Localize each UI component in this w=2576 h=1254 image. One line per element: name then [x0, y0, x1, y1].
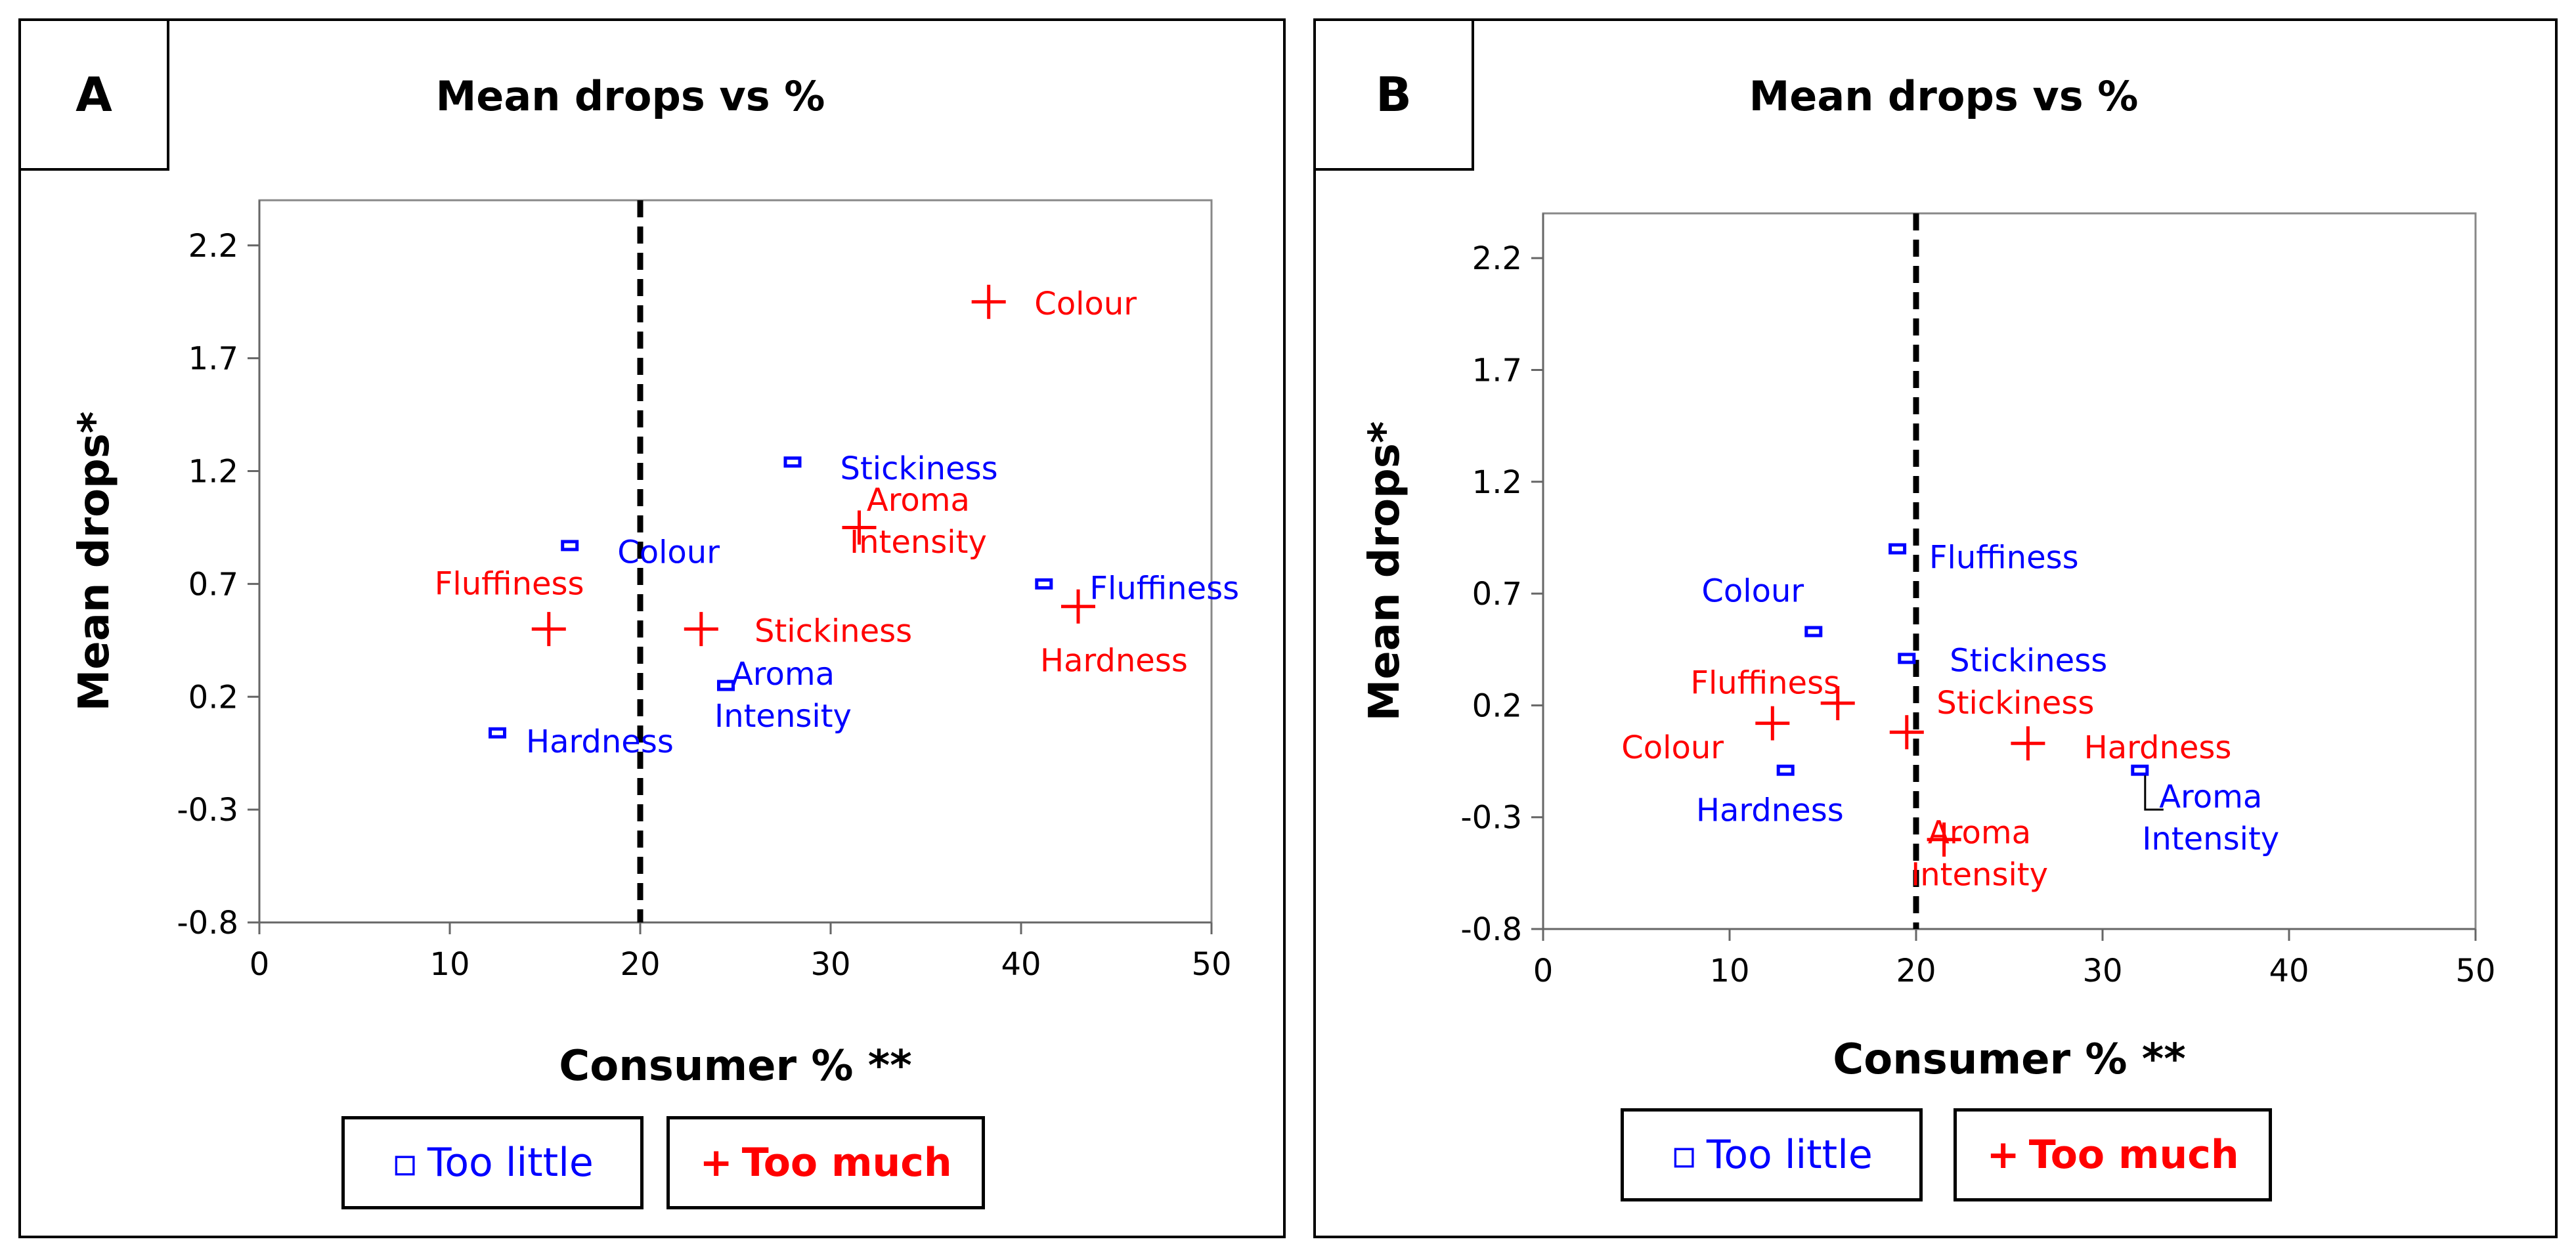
point-label: Colour	[1701, 573, 1804, 610]
point-label: Hardness	[2084, 729, 2232, 766]
point-label: Hardness	[1040, 642, 1188, 679]
y-tick-label: -0.8	[177, 905, 238, 941]
point-too-little	[561, 540, 579, 551]
point-too-little	[1035, 578, 1053, 590]
panel-b-letter: B	[1313, 18, 1474, 171]
legend-b-too-much: + Too much	[1954, 1108, 2272, 1201]
x-tick-label: 40	[1001, 946, 1041, 983]
point-too-little	[1898, 653, 1916, 664]
legend-label: Too much	[741, 1140, 952, 1186]
y-tick-label: 1.7	[1472, 352, 1522, 389]
point-label: Colour	[1621, 729, 1724, 766]
x-tick-label: 0	[1533, 953, 1554, 989]
y-tick-label: 0.7	[188, 566, 238, 603]
legend-label: Too little	[1706, 1132, 1873, 1178]
point-label: Aroma Intensity	[2142, 779, 2279, 857]
x-tick-label: 20	[1896, 953, 1936, 989]
point-too-little	[1776, 764, 1795, 776]
x-tick-label: 10	[1709, 953, 1749, 989]
panel-a-letter: A	[18, 18, 169, 171]
x-axis-label: Consumer % **	[1833, 1035, 2185, 1084]
point-too-little	[489, 727, 506, 739]
y-tick-label: 0.7	[1472, 576, 1522, 613]
point-too-little	[1888, 543, 1907, 555]
y-axis-label: Mean drops*	[70, 412, 119, 712]
legend-label: Too much	[2028, 1132, 2239, 1178]
y-tick-label: -0.3	[1460, 800, 1522, 836]
panel-a	[18, 18, 1286, 1238]
point-label: Colour	[1034, 286, 1137, 322]
legend-a-too-much: + Too much	[666, 1116, 985, 1209]
x-tick-label: 40	[2269, 953, 2309, 989]
x-tick-label: 20	[620, 946, 660, 983]
point-label: Fluffiness	[1690, 664, 1840, 701]
x-tick-label: 10	[429, 946, 469, 983]
legend-b-too-little: ▫ Too little	[1621, 1108, 1923, 1201]
point-too-little	[2131, 764, 2149, 776]
leader-line	[2144, 775, 2164, 811]
y-tick-label: 2.2	[188, 228, 238, 265]
point-too-little	[717, 680, 735, 691]
y-tick-label: 1.7	[188, 341, 238, 378]
point-label: Colour	[617, 534, 720, 571]
point-label: Hardness	[526, 724, 674, 760]
x-tick-label: 30	[2082, 953, 2122, 989]
panel-b	[1313, 18, 2558, 1238]
y-tick-label: -0.3	[177, 792, 238, 829]
point-label: Stickiness	[840, 450, 998, 487]
point-label: Stickiness	[1936, 685, 2094, 722]
point-label: Fluffiness	[1089, 570, 1239, 607]
x-tick-label: 50	[1191, 946, 1231, 983]
point-label: Aroma Intensity	[714, 656, 852, 735]
panel-a-title: Mean drops vs %	[435, 72, 825, 120]
y-tick-label: -0.8	[1460, 911, 1522, 948]
point-label: Aroma Intensity	[850, 482, 987, 561]
point-label: Hardness	[1696, 792, 1844, 829]
y-tick-label: 1.2	[1472, 464, 1522, 501]
y-tick-label: 0.2	[1472, 687, 1522, 724]
chart-b: 0 10 20 30 40 50 -0.8 -0.3 0.2 0.7 1.2 1.7 2.2 Consum…	[1361, 212, 2496, 1084]
point-label: Stickiness	[1950, 642, 2107, 679]
x-tick-label: 50	[2455, 953, 2495, 989]
x-tick-label: 30	[810, 946, 850, 983]
chart-a: 0 10 20 30 40 50 -0.8 -0.3 0.2 0.7 1.2 1.7 2.2 Consum…	[70, 199, 1239, 1091]
x-tick-label: 0	[250, 946, 270, 983]
legend-a-too-little: ▫ Too little	[341, 1116, 644, 1209]
square-marker-icon: ▫	[391, 1140, 418, 1186]
x-axis-label: Consumer % **	[559, 1042, 911, 1091]
y-tick-label: 0.2	[188, 679, 238, 716]
y-tick-label: 2.2	[1472, 240, 1522, 277]
y-axis-label: Mean drops*	[1361, 422, 1409, 722]
panel-b-title: Mean drops vs %	[1749, 72, 2139, 120]
legend-label: Too little	[427, 1140, 594, 1186]
point-too-little	[1804, 626, 1823, 638]
point-label: Stickiness	[754, 613, 912, 650]
point-label: Fluffiness	[1929, 540, 2079, 576]
y-tick-label: 1.2	[188, 454, 238, 490]
square-marker-icon: ▫	[1670, 1132, 1697, 1178]
point-label: Fluffiness	[435, 565, 584, 602]
point-too-little	[783, 456, 802, 468]
point-label: Aroma Intensity	[1911, 815, 2048, 894]
plus-marker-icon: +	[1986, 1132, 2020, 1178]
plus-marker-icon: +	[699, 1140, 733, 1186]
